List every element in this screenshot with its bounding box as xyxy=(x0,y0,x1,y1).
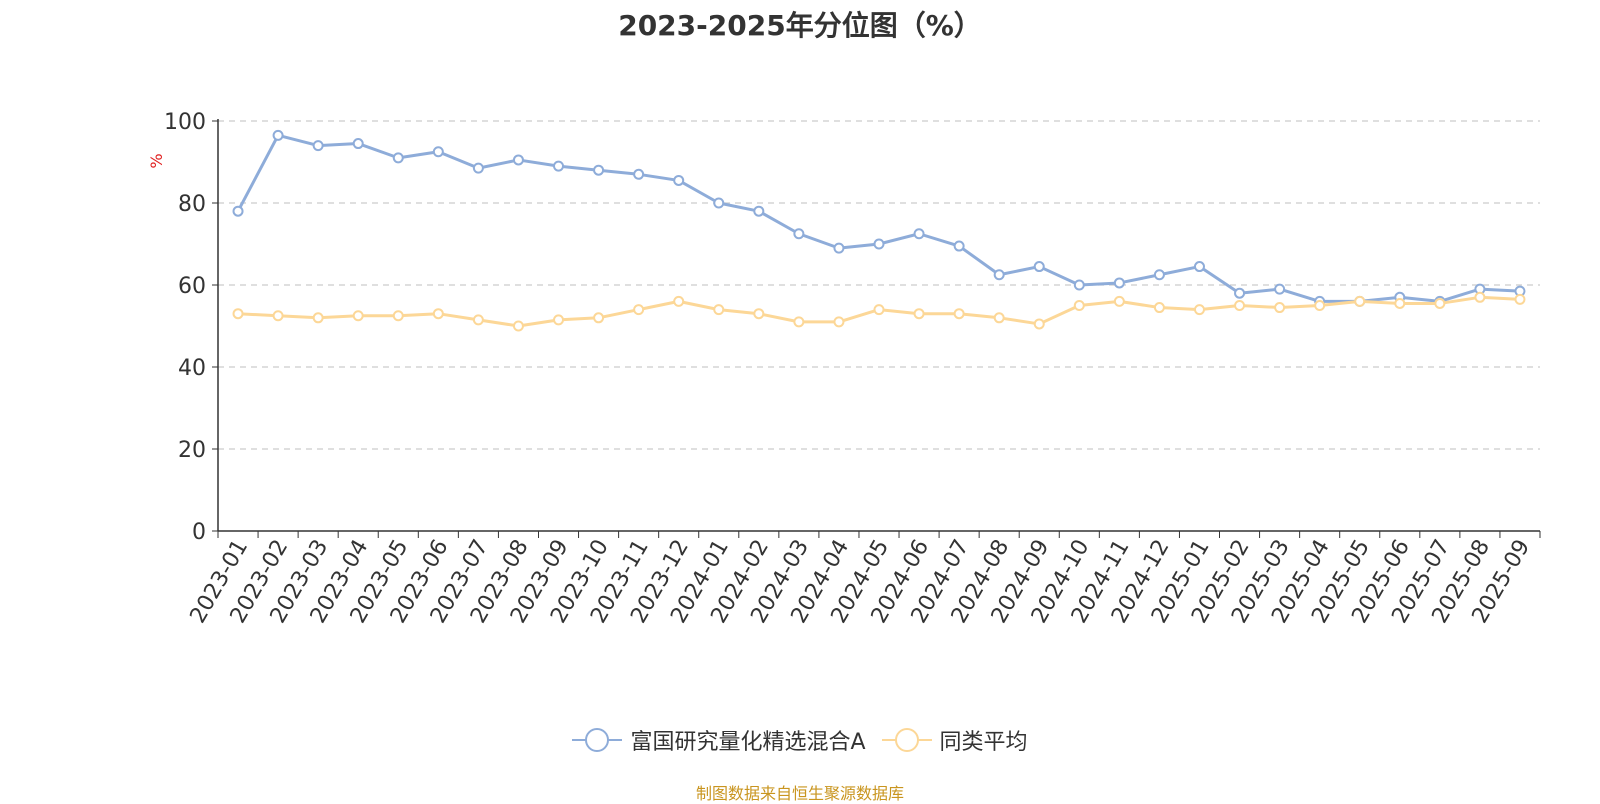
series-2-point-2025-05 xyxy=(1354,295,1366,307)
series-2-point-2023-09 xyxy=(553,314,565,326)
y-tick-label-100: 100 xyxy=(164,110,206,135)
series-1-point-2024-01 xyxy=(713,197,725,209)
series-1-point-2023-09 xyxy=(553,160,565,172)
series-2-point-2023-03 xyxy=(312,312,324,324)
legend-marker-series-1-icon xyxy=(572,728,623,752)
series-2-point-2025-06 xyxy=(1394,297,1406,309)
series-1-point-2024-03 xyxy=(793,228,805,240)
series-1-point-2024-04 xyxy=(833,242,845,254)
series-1-point-2023-10 xyxy=(593,164,605,176)
series-2-point-2025-03 xyxy=(1274,302,1286,314)
series-2-point-2023-11 xyxy=(633,304,645,316)
series-2-point-2023-04 xyxy=(352,310,364,322)
y-tick-label-0: 0 xyxy=(192,520,206,545)
series-2-point-2024-07 xyxy=(953,308,965,320)
series-2-point-2025-01 xyxy=(1193,304,1205,316)
series-2-point-2023-10 xyxy=(593,312,605,324)
series-2-point-2023-12 xyxy=(673,295,685,307)
legend-marker-series-2-icon xyxy=(881,728,932,752)
series-1-point-2025-02 xyxy=(1234,287,1246,299)
series-2-point-2025-07 xyxy=(1434,297,1446,309)
series-2-point-2024-12 xyxy=(1153,302,1165,314)
series-1-point-2024-07 xyxy=(953,240,965,252)
series-1-point-2025-03 xyxy=(1274,283,1286,295)
series-1-point-2024-09 xyxy=(1033,261,1045,273)
series-2-point-2023-02 xyxy=(272,310,284,322)
series-1-point-2023-12 xyxy=(673,174,685,186)
series-1-point-2023-02 xyxy=(272,129,284,141)
series-1-point-2023-08 xyxy=(512,154,524,166)
series-2-point-2024-11 xyxy=(1113,295,1125,307)
series-2-point-2023-06 xyxy=(432,308,444,320)
series-1-point-2024-08 xyxy=(993,269,1005,281)
series-2-point-2024-01 xyxy=(713,304,725,316)
series-1-point-2023-01 xyxy=(232,205,244,217)
series-1-point-2024-12 xyxy=(1153,269,1165,281)
legend-label-series-1: 富国研究量化精选混合A xyxy=(630,730,866,755)
chart-title: 2023-2025年分位图（%） xyxy=(618,9,982,42)
series-1-point-2024-05 xyxy=(873,238,885,250)
legend-item-series-1[interactable]: 富国研究量化精选混合A xyxy=(572,724,866,756)
legend-item-series-2[interactable]: 同类平均 xyxy=(881,724,1028,756)
series-2-point-2024-10 xyxy=(1073,300,1085,311)
series-2-point-2025-02 xyxy=(1234,300,1246,311)
series-2-point-2025-09 xyxy=(1514,293,1526,305)
y-axis-label: % xyxy=(147,153,166,168)
legend-label-series-2: 同类平均 xyxy=(939,730,1028,755)
series-2-point-2024-03 xyxy=(793,316,805,328)
series-1-point-2024-06 xyxy=(913,228,925,240)
y-tick-label-60: 60 xyxy=(178,274,206,299)
series-1-point-2025-01 xyxy=(1193,261,1205,273)
series-1-point-2023-03 xyxy=(312,140,324,152)
series-1-point-2024-02 xyxy=(753,205,765,217)
series-2-point-2023-08 xyxy=(512,320,524,332)
series-1-point-2023-05 xyxy=(392,152,404,164)
series-2-point-2023-01 xyxy=(232,308,244,320)
series-2-point-2025-04 xyxy=(1314,300,1326,311)
series-2-point-2023-07 xyxy=(472,314,484,326)
series-1-point-2023-04 xyxy=(352,138,364,150)
source-note: 制图数据来自恒生聚源数据库 xyxy=(695,784,904,803)
series-1-point-2023-06 xyxy=(432,146,444,158)
series-2-point-2023-05 xyxy=(392,310,404,322)
chart-legend: 富国研究量化精选混合A 同类平均 xyxy=(0,724,1600,756)
y-tick-label-80: 80 xyxy=(178,192,206,217)
y-tick-label-20: 20 xyxy=(178,438,206,463)
series-2-point-2024-02 xyxy=(753,308,765,320)
series-2-point-2024-09 xyxy=(1033,318,1045,330)
series-1-point-2024-11 xyxy=(1113,277,1125,289)
series-2-point-2024-06 xyxy=(913,308,925,320)
series-1-point-2024-10 xyxy=(1073,279,1085,291)
y-tick-label-40: 40 xyxy=(178,356,206,381)
series-2-point-2024-04 xyxy=(833,316,845,328)
series-2-point-2025-08 xyxy=(1474,291,1486,303)
series-2-point-2024-08 xyxy=(993,312,1005,324)
series-1-point-2023-11 xyxy=(633,168,645,180)
series-line-1 xyxy=(236,133,1521,303)
series-2-point-2024-05 xyxy=(873,304,885,316)
series-1-point-2023-07 xyxy=(472,162,484,174)
